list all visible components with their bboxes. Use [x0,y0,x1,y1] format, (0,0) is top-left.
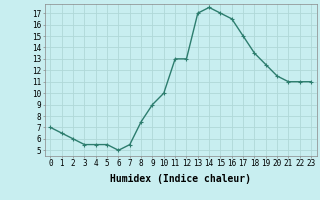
X-axis label: Humidex (Indice chaleur): Humidex (Indice chaleur) [110,174,251,184]
